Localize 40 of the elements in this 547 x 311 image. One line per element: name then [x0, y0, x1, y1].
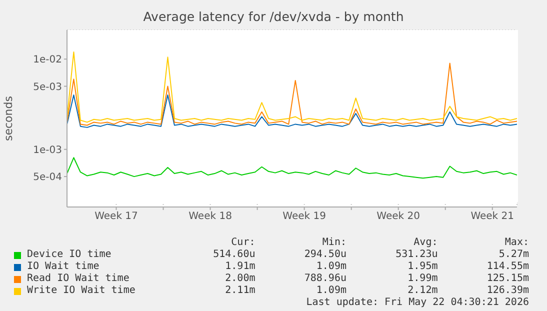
text: 1.99m — [406, 273, 438, 285]
text: Avg: — [412, 237, 438, 249]
text: Max: — [504, 237, 529, 249]
legend-label: Read IO Wait time — [27, 273, 130, 285]
text: 2.11m — [224, 285, 256, 297]
text: 1.09m — [315, 285, 346, 297]
y-tick-label: 5e-04 — [33, 172, 62, 184]
text: 531.23u — [394, 249, 438, 261]
legend-label: IO Wait time — [27, 261, 100, 273]
text: 1.09m — [315, 261, 346, 273]
line-series — [67, 94, 517, 128]
x-tick-label: Week 19 — [282, 211, 326, 222]
x-tick-label: Week 17 — [94, 211, 138, 222]
legend-label: Device IO time — [27, 249, 112, 261]
line-series — [67, 157, 517, 179]
x-tick-label: Week 21 — [470, 211, 514, 222]
text: 125.15m — [486, 273, 529, 285]
text: 788.96u — [303, 273, 346, 285]
text: 294.50u — [303, 249, 346, 261]
line-series — [67, 62, 517, 126]
x-tick-label: Week 18 — [188, 211, 232, 222]
text: 2.12m — [406, 285, 438, 297]
text: 5.27m — [498, 249, 529, 261]
text: Cur: — [230, 237, 256, 249]
text: 1.95m — [406, 261, 438, 273]
line-series — [67, 51, 517, 123]
text: 1.91m — [224, 261, 256, 273]
text: 126.39m — [486, 285, 529, 297]
text: 514.60u — [212, 249, 256, 261]
text: Min: — [321, 237, 346, 249]
text: 2.00m — [224, 273, 256, 285]
chart-title: Average latency for /dev/xvda - by month — [142, 8, 405, 26]
y-axis-title: seconds — [2, 96, 15, 141]
y-tick-label: 5e-03 — [33, 82, 62, 93]
y-tick-label: 1e-02 — [33, 54, 62, 66]
x-tick-label: Week 20 — [376, 211, 420, 222]
legend-label: Write IO Wait time — [27, 285, 136, 297]
y-tick-label: 1e-03 — [33, 144, 62, 156]
text: 114.55m — [486, 261, 529, 273]
text: Last update: Fri May 22 04:30:21 2026 — [305, 297, 529, 309]
